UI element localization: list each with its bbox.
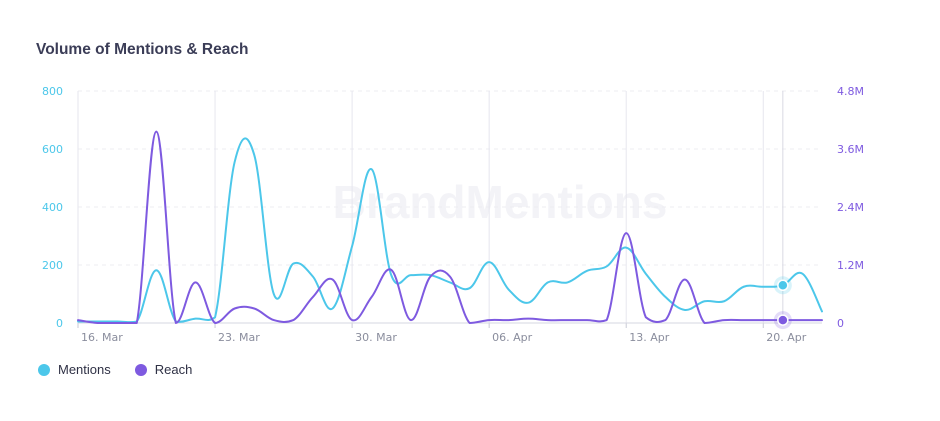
right-axis: 0 1.2M 2.4M 3.6M 4.8M [837,85,864,330]
left-tick-label: 200 [42,259,63,272]
left-tick-label: 0 [56,317,63,330]
series-layer [77,130,823,324]
legend: Mentions Reach [38,362,192,377]
x-axis: 16. Mar 23. Mar 30. Mar 06. Apr 13. Apr 20. A… [77,322,822,344]
x-tick-label: 23. Mar [218,331,260,344]
legend-label-mentions: Mentions [58,362,111,377]
highlight-markers [773,276,792,330]
right-tick-label: 4.8M [837,85,864,98]
x-tick-label: 13. Apr [629,331,669,344]
grid [77,90,822,323]
chart-title: Volume of Mentions & Reach [36,41,249,58]
x-tick-label: 16. Mar [81,331,123,344]
legend-dot-mentions [38,363,50,376]
left-tick-label: 800 [42,85,63,98]
legend-item-mentions[interactable]: Mentions [38,362,111,377]
highlight-point-reach[interactable] [777,314,789,326]
right-tick-label: 2.4M [837,201,864,214]
legend-dot-reach [134,363,147,376]
highlight-point-mentions[interactable] [777,279,789,292]
x-tick-label: 30. Mar [355,331,397,344]
right-tick-label: 0 [837,317,844,330]
legend-label-reach: Reach [154,362,193,377]
left-tick-label: 400 [42,201,63,214]
right-tick-label: 1.2M [837,259,864,272]
watermark-text: BrandMentions [333,176,668,228]
legend-item-reach[interactable]: Reach [134,362,193,377]
series-line-reach [77,130,823,324]
series-line-mentions [77,137,823,324]
right-tick-label: 3.6M [837,143,864,156]
left-axis: 0 200 400 600 800 [42,85,63,330]
x-tick-label: 06. Apr [492,331,532,344]
x-tick-label: 20. Apr [766,331,806,344]
left-tick-label: 600 [42,143,63,156]
